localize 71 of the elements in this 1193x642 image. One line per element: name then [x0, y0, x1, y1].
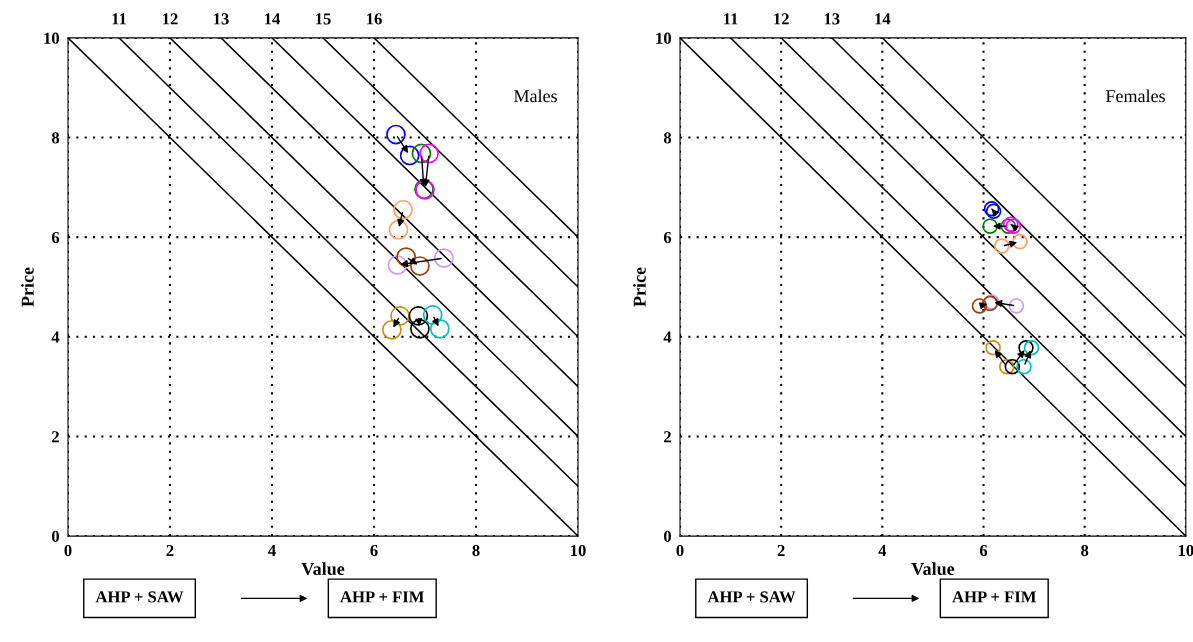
series-label: 16	[367, 13, 382, 25]
x-axis-title: Value	[301, 562, 345, 576]
point	[381, 319, 402, 340]
x-tick-label: 2	[777, 544, 785, 556]
point	[408, 306, 429, 326]
series-label: 11	[724, 13, 738, 25]
text: AHP + SAW	[707, 591, 796, 603]
point	[1012, 233, 1028, 250]
x-tick-label: 4	[268, 545, 276, 556]
text: Males	[514, 89, 557, 103]
y-axis-title: Price	[633, 267, 646, 307]
point	[1023, 339, 1040, 356]
point	[390, 306, 410, 326]
point	[993, 238, 1010, 254]
y-tick-label: 2	[664, 431, 671, 443]
point	[399, 145, 420, 166]
x-tick-label: 6	[979, 544, 988, 557]
series-label: 12	[163, 13, 178, 25]
series-label: 12	[774, 13, 789, 25]
point	[1008, 298, 1025, 314]
series-label: 13	[824, 13, 840, 25]
point	[411, 143, 432, 164]
y-axis-title: Price	[21, 267, 34, 307]
point	[971, 298, 988, 314]
point	[429, 318, 450, 339]
point	[419, 143, 439, 164]
point	[410, 256, 430, 276]
point	[1004, 358, 1021, 375]
y-tick-label: 0	[51, 530, 60, 543]
text: Females	[1105, 89, 1165, 103]
y-tick-label: 10	[44, 32, 60, 44]
y-tick-label: 10	[656, 32, 672, 44]
x-tick-label: 10	[571, 544, 586, 557]
point	[1016, 358, 1032, 375]
point	[422, 305, 443, 325]
point	[434, 248, 454, 268]
text: AHP + FIM	[952, 591, 1037, 603]
x-tick-label: 0	[676, 544, 684, 557]
y-tick-label: 2	[52, 431, 59, 443]
text: AHP + SAW	[95, 591, 184, 603]
x-tick-label: 6	[370, 544, 378, 557]
point	[388, 219, 409, 240]
point	[1018, 339, 1034, 356]
point	[982, 218, 998, 234]
point	[387, 255, 408, 275]
text: AHP + FIM	[340, 591, 425, 603]
y-tick-label: 8	[51, 132, 60, 144]
y-tick-label: 4	[51, 331, 60, 343]
series-label: 15	[316, 13, 331, 25]
point	[410, 318, 430, 339]
y-tick-label: 8	[663, 132, 672, 144]
x-tick-label: 8	[1081, 544, 1089, 557]
point	[998, 358, 1015, 375]
y-tick-label: 6	[663, 231, 672, 244]
x-tick-label: 8	[472, 544, 480, 557]
series-label: 14	[875, 13, 891, 25]
point	[393, 199, 413, 220]
y-tick-label: 6	[51, 231, 60, 244]
series-label: 11	[112, 13, 127, 25]
point	[985, 339, 1001, 356]
y-tick-label: 0	[663, 530, 672, 543]
x-axis-title: Value	[911, 562, 955, 576]
x-tick-label: 0	[64, 544, 72, 557]
x-tick-label: 10	[1178, 544, 1193, 557]
point	[396, 247, 416, 267]
x-tick-label: 2	[166, 544, 174, 556]
point	[386, 124, 406, 145]
x-tick-label: 4	[878, 545, 887, 556]
y-tick-label: 4	[663, 331, 672, 343]
series-label: 14	[265, 13, 281, 25]
series-label: 13	[214, 13, 229, 25]
